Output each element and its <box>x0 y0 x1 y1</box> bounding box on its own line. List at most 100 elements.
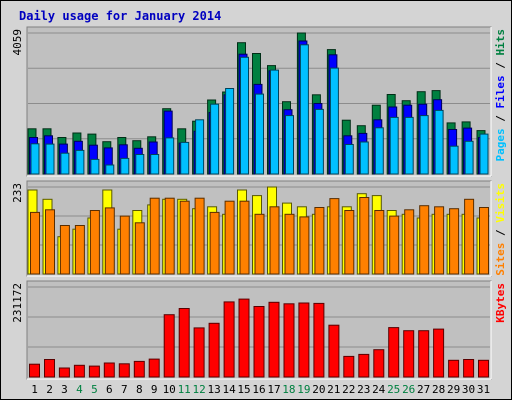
bar-kbytes-day-27 <box>418 330 430 378</box>
bar-sites-day-7 <box>119 215 130 275</box>
bar-kbytes-day-17 <box>268 301 280 378</box>
y-max-label-visitors: 233 <box>11 183 24 203</box>
bar-sites-day-29 <box>449 208 460 275</box>
bar-sites-day-8 <box>134 222 145 275</box>
bar-pages-day-6 <box>105 164 115 175</box>
bar-pages-day-9 <box>150 154 160 175</box>
bar-sites-day-15 <box>239 200 250 275</box>
panel-volume: 231172 KBytes <box>11 280 507 380</box>
x-tick-label: 17 <box>267 383 280 396</box>
bar-kbytes-day-14 <box>223 301 235 378</box>
bar-sites-day-17 <box>269 206 280 275</box>
bar-kbytes-day-19 <box>298 302 310 378</box>
y-max-label-volume: 231172 <box>11 283 24 323</box>
x-tick-label: 5 <box>91 383 98 396</box>
legend-item: Files <box>494 75 507 108</box>
bar-kbytes-day-21 <box>328 324 340 378</box>
x-tick-label: 13 <box>207 383 220 396</box>
bar-kbytes-day-23 <box>358 353 370 378</box>
x-tick-label: 9 <box>151 383 158 396</box>
x-tick-label: 11 <box>178 383 191 396</box>
x-tick-label: 19 <box>297 383 310 396</box>
bar-sites-day-10 <box>164 197 175 275</box>
bar-kbytes-day-7 <box>118 363 130 378</box>
x-tick-label: 10 <box>163 383 176 396</box>
y-max-label-usage: 4059 <box>11 29 24 56</box>
x-tick-label: 31 <box>477 383 490 396</box>
legend-item: KBytes <box>494 283 507 323</box>
bar-kbytes-day-30 <box>463 359 475 378</box>
x-tick-label: 4 <box>76 383 83 396</box>
bar-kbytes-day-2 <box>44 359 55 378</box>
bar-sites-day-25 <box>389 215 400 275</box>
bar-pages-day-17 <box>270 69 279 175</box>
bar-kbytes-day-29 <box>448 359 460 378</box>
x-tick-label: 25 <box>387 383 400 396</box>
bar-pages-day-24 <box>374 127 384 175</box>
bar-pages-day-29 <box>449 145 459 175</box>
bar-sites-day-18 <box>284 213 295 275</box>
bar-pages-day-11 <box>180 141 190 175</box>
bar-sites-day-19 <box>299 216 310 275</box>
bar-sites-day-6 <box>104 207 115 275</box>
bar-kbytes-day-5 <box>88 365 100 378</box>
bar-sites-day-4 <box>74 225 85 275</box>
bar-pages-day-30 <box>464 140 474 175</box>
x-tick-label: 8 <box>136 383 143 396</box>
legend-item: / <box>494 109 507 129</box>
bar-sites-day-16 <box>254 213 265 275</box>
legend-visitors: Sites / Visits <box>494 183 507 276</box>
bar-sites-day-27 <box>419 205 430 275</box>
bar-sites-day-23 <box>359 197 370 275</box>
x-tick-label: 29 <box>447 383 460 396</box>
bar-sites-day-30 <box>464 198 475 275</box>
panels-layer: 4059 Pages / Files / Hits 233 Sites / Visit… <box>11 26 507 380</box>
bar-kbytes-day-6 <box>103 362 115 378</box>
bar-sites-day-21 <box>329 198 340 275</box>
bar-sites-day-28 <box>434 206 445 275</box>
legend-item: / <box>494 223 507 243</box>
bar-kbytes-day-10 <box>163 314 175 378</box>
bar-kbytes-day-18 <box>283 303 295 378</box>
bar-sites-day-31 <box>479 207 489 275</box>
bar-pages-day-18 <box>285 115 294 175</box>
bar-kbytes-day-9 <box>148 358 160 378</box>
bar-sites-day-5 <box>89 210 100 275</box>
x-tick-label: 23 <box>357 383 370 396</box>
bar-pages-day-2 <box>45 143 55 175</box>
bar-kbytes-day-26 <box>403 330 415 378</box>
bar-kbytes-day-8 <box>133 360 145 378</box>
bar-pages-day-7 <box>120 157 130 175</box>
bar-sites-day-1 <box>30 211 40 275</box>
bar-pages-day-31 <box>479 133 489 175</box>
x-tick-label: 1 <box>31 383 38 396</box>
bar-kbytes-day-16 <box>253 306 265 378</box>
bar-pages-day-10 <box>165 137 175 175</box>
bar-pages-day-4 <box>75 149 85 175</box>
x-tick-label: 12 <box>192 383 205 396</box>
bar-sites-day-13 <box>209 211 220 275</box>
bar-pages-day-16 <box>255 93 264 175</box>
bar-pages-day-26 <box>404 116 414 175</box>
bar-pages-day-28 <box>434 109 444 175</box>
x-tick-label: 14 <box>222 383 236 396</box>
bar-kbytes-day-24 <box>373 349 385 378</box>
bar-sites-day-20 <box>314 207 325 275</box>
legend-item: Sites <box>494 243 507 276</box>
bar-sites-day-3 <box>59 225 70 275</box>
x-tick-label: 15 <box>237 383 250 396</box>
bar-pages-day-13 <box>210 103 220 175</box>
bar-pages-day-20 <box>314 108 324 175</box>
x-tick-label: 22 <box>342 383 355 396</box>
bar-kbytes-day-3 <box>58 367 70 378</box>
bar-pages-day-23 <box>359 141 369 175</box>
bar-sites-day-22 <box>344 210 355 275</box>
x-tick-label: 27 <box>417 383 430 396</box>
bar-kbytes-day-31 <box>478 359 489 378</box>
bar-pages-day-12 <box>195 119 205 175</box>
bar-kbytes-day-20 <box>313 302 325 378</box>
bar-pages-day-5 <box>90 158 100 175</box>
bar-pages-day-27 <box>419 115 429 175</box>
bar-sites-day-11 <box>179 200 190 275</box>
